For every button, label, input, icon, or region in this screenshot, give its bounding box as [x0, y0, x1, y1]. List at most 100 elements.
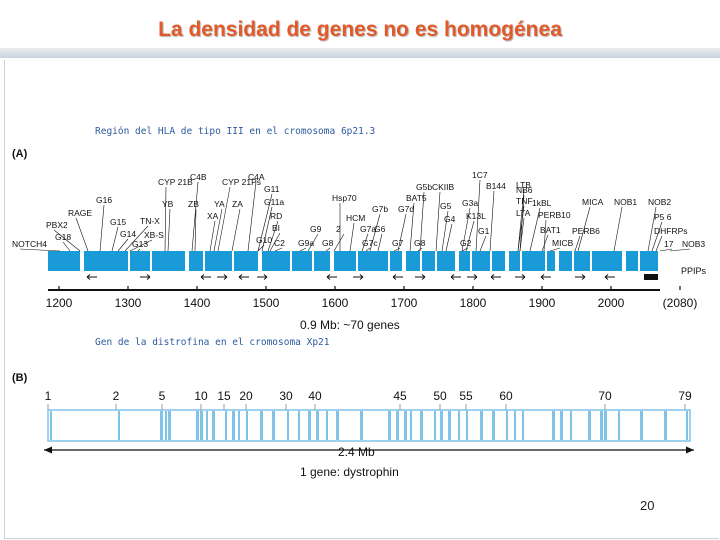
gene-gap — [402, 251, 406, 271]
gene-label: CYP 21Ps — [222, 177, 261, 187]
gene-leader-line — [274, 247, 283, 252]
gene-gap — [520, 251, 522, 271]
gene-label: YA — [214, 199, 225, 209]
gene-label: B144 — [486, 181, 506, 191]
transcription-arrow — [490, 274, 501, 280]
gene-label: ZB — [188, 199, 199, 209]
gene-label: G7d — [398, 204, 414, 214]
gene-leader-line — [669, 248, 691, 252]
hla-gene-track — [48, 251, 658, 280]
gene-leader-line — [129, 239, 153, 252]
gene-gap — [638, 251, 640, 271]
dystrophin-exon-track — [47, 409, 691, 442]
hla-axis-tick-label: 1900 — [529, 296, 556, 310]
exon-number: 55 — [459, 389, 473, 403]
gene-leader-line — [191, 181, 199, 252]
hla-axis-tick-label: 1500 — [253, 296, 280, 310]
gene-leader-line — [409, 202, 415, 252]
transcription-arrow — [415, 274, 426, 280]
gene-label: TN-X — [140, 216, 160, 226]
gene-leader-line — [377, 233, 383, 252]
exon — [396, 411, 399, 440]
gene-label: HCM — [346, 213, 365, 223]
gene-gap — [330, 251, 334, 271]
gene-leader-line — [111, 226, 119, 252]
exon — [260, 411, 263, 440]
exon-number: 5 — [159, 389, 166, 403]
gene-label: PERB6 — [572, 226, 600, 236]
gene-label: YB — [162, 199, 174, 209]
gene-label: G1 — [478, 226, 490, 236]
gene-leader-line — [651, 221, 663, 252]
gene-leader-line — [124, 225, 149, 252]
exon-number: 1 — [45, 389, 52, 403]
gene-label: K13L — [466, 211, 486, 221]
gene-label: G4 — [444, 214, 456, 224]
exon — [232, 411, 235, 440]
gene-leader-line — [53, 229, 81, 252]
transcription-arrow — [257, 274, 268, 280]
exon — [492, 411, 495, 440]
exon — [165, 411, 167, 440]
gene-leader-line — [333, 233, 345, 252]
gene-label: G5b — [416, 182, 432, 192]
hla-axis-tick-label: 2000 — [598, 296, 625, 310]
exon-number: 2 — [113, 389, 120, 403]
gene-leader-line — [445, 223, 453, 252]
exon — [440, 411, 443, 440]
gene-leader-line — [99, 204, 105, 252]
gene-label: G6 — [374, 224, 386, 234]
gene-gap — [150, 251, 152, 271]
gene-gap — [420, 251, 422, 271]
gene-leader-line — [393, 247, 401, 252]
gene-label: G3a — [462, 198, 478, 208]
gene-gap — [356, 251, 358, 271]
exon — [388, 411, 391, 440]
exon-number: 40 — [308, 389, 322, 403]
gene-leader-line — [655, 235, 663, 252]
gene-label: G7b — [372, 204, 388, 214]
gene-label: G14 — [120, 229, 136, 239]
slide-title: La densidad de genes no es homogénea — [158, 18, 562, 41]
exon — [238, 411, 240, 440]
gene-leader-line — [137, 248, 141, 252]
hla-axis-tick-label: 1200 — [46, 296, 73, 310]
gene-leader-line — [541, 234, 549, 252]
gene-leader-line — [231, 208, 241, 252]
scale-arrow-right — [686, 446, 694, 454]
gene-label: G10 — [256, 235, 272, 245]
figure-panel — [4, 60, 719, 539]
gene-leader-line — [261, 206, 273, 252]
exon — [570, 411, 572, 440]
transcription-arrow — [515, 274, 526, 280]
gene-gap — [203, 251, 205, 271]
gene-leader-line — [117, 238, 129, 252]
gene-label: RD — [270, 211, 282, 221]
gene-leader-line — [307, 233, 319, 252]
gene-leader-line — [213, 208, 223, 252]
gene-gap — [470, 251, 472, 271]
hla-axis-tick-label: (2080) — [663, 296, 698, 310]
gene-label: BAT5 — [406, 193, 427, 203]
exon — [246, 411, 248, 440]
hla-scale-axis: 1200 1300 1400 1500 1600 1700 1800 1900 2000 (208… — [46, 286, 698, 310]
gene-gap — [505, 251, 509, 271]
transcription-arrow — [540, 274, 551, 280]
transcription-arrow — [450, 274, 461, 280]
gene-leader-line — [62, 241, 71, 252]
gene-leader-line — [461, 207, 471, 252]
transcription-arrow — [575, 274, 586, 280]
exon — [410, 411, 412, 440]
gene-label: G11 — [264, 184, 280, 194]
exon — [200, 411, 203, 440]
gene-leader-line — [543, 219, 547, 252]
gene-label: PBX2 — [46, 220, 68, 230]
gene-gap — [545, 251, 547, 271]
gene-leader-line — [257, 193, 273, 252]
exon — [448, 411, 451, 440]
gene-leader-line — [217, 186, 231, 252]
gene-label: G7a — [360, 224, 376, 234]
gene-leader-line — [647, 206, 657, 252]
exon — [560, 411, 563, 440]
transcription-arrow — [86, 274, 97, 280]
